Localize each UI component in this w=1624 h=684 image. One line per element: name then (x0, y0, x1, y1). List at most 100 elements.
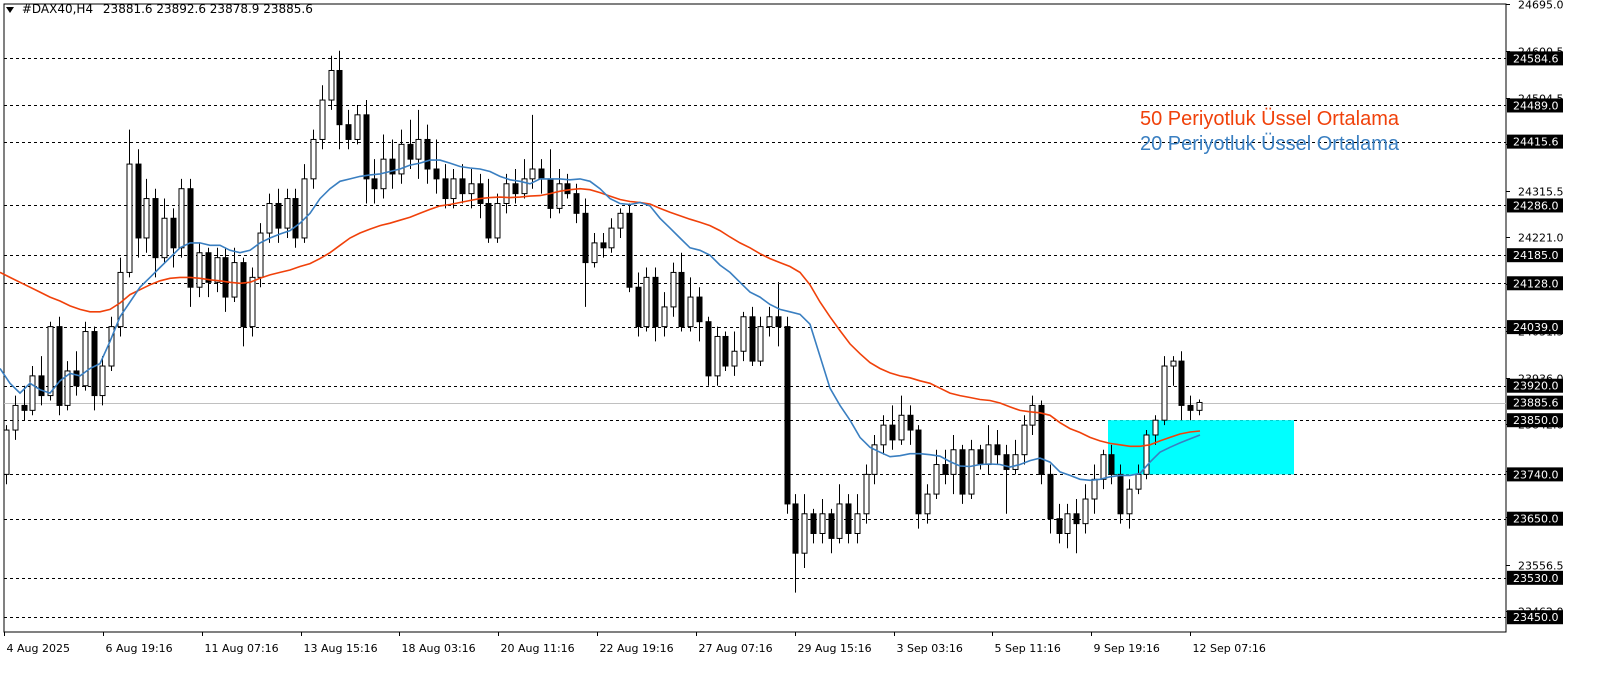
ema20-line (0, 159, 1201, 482)
candle-body (1021, 424, 1028, 456)
candle-body (398, 143, 405, 175)
x-tick-label: 9 Sep 19:16 (1094, 642, 1160, 655)
candle-body (1038, 404, 1045, 475)
candle-body (240, 262, 247, 328)
price-tag-bg (1507, 610, 1563, 625)
candle-body (556, 183, 563, 209)
candle-body (977, 449, 984, 466)
candle-body (924, 493, 931, 515)
candle-body (1196, 401, 1203, 411)
candle-body (626, 212, 633, 288)
candle-body (345, 124, 352, 140)
x-tick-label: 27 Aug 07:16 (699, 642, 773, 655)
candle-body (775, 316, 782, 328)
candle-body (880, 424, 887, 446)
chart-header: #DAX40,H4 23881.6 23892.6 23878.9 23885.… (6, 2, 313, 16)
price-tag-bg (1507, 511, 1563, 526)
candle-body (1161, 365, 1168, 421)
price-tag-bg (1507, 320, 1563, 335)
candle-body (266, 202, 273, 234)
candle-body (459, 178, 466, 195)
candle-body (363, 114, 370, 180)
price-tag-label: 24286.0 (1513, 199, 1559, 212)
candle-body (942, 464, 949, 475)
candle-body (670, 271, 677, 308)
candle-body (907, 414, 914, 431)
candle-body (854, 513, 861, 534)
price-tag-label: 24489.0 (1513, 99, 1559, 112)
candle-body (766, 316, 773, 328)
candle-body (661, 306, 668, 328)
candle-body (468, 183, 475, 195)
candle-body (12, 404, 19, 431)
price-tag-label: 23920.0 (1513, 380, 1559, 393)
candle-body (292, 198, 299, 239)
price-tag-label: 24415.6 (1513, 136, 1559, 149)
candle-body (319, 99, 326, 140)
candle-body (99, 365, 106, 397)
x-tick-label: 29 Aug 15:16 (798, 642, 872, 655)
price-tag-bg (1507, 276, 1563, 291)
candle-body (1064, 513, 1071, 534)
candle-body (731, 350, 738, 367)
x-tick-label: 4 Aug 2025 (7, 642, 70, 655)
candle-body (1056, 518, 1063, 534)
candle-body (643, 276, 650, 328)
candle-body (152, 198, 159, 259)
candle-body (284, 198, 291, 229)
candle-body (810, 513, 817, 534)
candle-body (828, 513, 835, 539)
candle-body (328, 69, 335, 101)
candle-body (994, 444, 1001, 456)
candle-body (1091, 478, 1098, 500)
candle-body (538, 168, 545, 180)
candle-body (73, 370, 80, 387)
candle-body (178, 188, 185, 249)
dropdown-triangle-icon[interactable] (6, 6, 14, 13)
candle-body (1187, 404, 1194, 411)
candle-body (135, 163, 142, 239)
ema50-annotation: 50 Periyotluk Üssel Ortalama (1140, 108, 1399, 130)
price-tag-bg (1507, 570, 1563, 585)
candle-body (407, 143, 414, 160)
candle-body (477, 183, 484, 204)
candle-body (1170, 360, 1177, 367)
price-tag-label: 24584.6 (1513, 52, 1559, 65)
x-tick-label: 3 Sep 03:16 (897, 642, 963, 655)
candle-body (415, 138, 422, 160)
candle-body (450, 178, 457, 200)
candle-body (582, 212, 589, 264)
candle-body (784, 326, 791, 505)
candle-body (836, 503, 843, 539)
x-tick-label: 12 Sep 07:16 (1193, 642, 1266, 655)
price-tag-label: 23450.0 (1513, 611, 1559, 624)
candle-body (1178, 360, 1185, 406)
candle-body (845, 503, 852, 534)
candle-body (529, 168, 536, 180)
x-tick-label: 22 Aug 19:16 (600, 642, 674, 655)
price-tag-label: 23850.0 (1513, 414, 1559, 427)
candle-body (968, 449, 975, 495)
candle-body (591, 242, 598, 264)
candle-body (354, 114, 361, 140)
candle-body (494, 202, 501, 239)
price-tag-bg (1507, 395, 1563, 410)
candle-body (161, 217, 168, 259)
candle-body (564, 183, 571, 195)
candle-body (749, 316, 756, 362)
candle-body (187, 188, 194, 288)
x-tick-label: 18 Aug 03:16 (402, 642, 476, 655)
candle-body (3, 429, 10, 475)
candle-body (722, 335, 729, 367)
price-tag-bg (1507, 198, 1563, 213)
candle-body (424, 138, 431, 170)
x-tick-label: 13 Aug 15:16 (304, 642, 378, 655)
candle-body (600, 242, 607, 249)
candle-body (1152, 419, 1159, 436)
price-tag-bg (1507, 134, 1563, 149)
candle-body (652, 276, 659, 328)
y-tick-label: 23556.5 (1518, 560, 1564, 573)
candle-body (503, 183, 510, 204)
candle-body (38, 375, 45, 397)
